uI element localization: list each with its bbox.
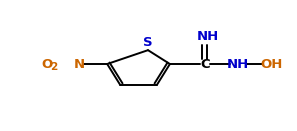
Text: C: C xyxy=(200,58,210,70)
Text: 2: 2 xyxy=(50,62,58,72)
Text: O: O xyxy=(42,58,53,70)
Text: NH: NH xyxy=(226,58,249,70)
Text: N: N xyxy=(74,58,85,70)
Text: S: S xyxy=(143,36,153,49)
Text: OH: OH xyxy=(260,58,283,70)
Text: NH: NH xyxy=(197,30,219,43)
